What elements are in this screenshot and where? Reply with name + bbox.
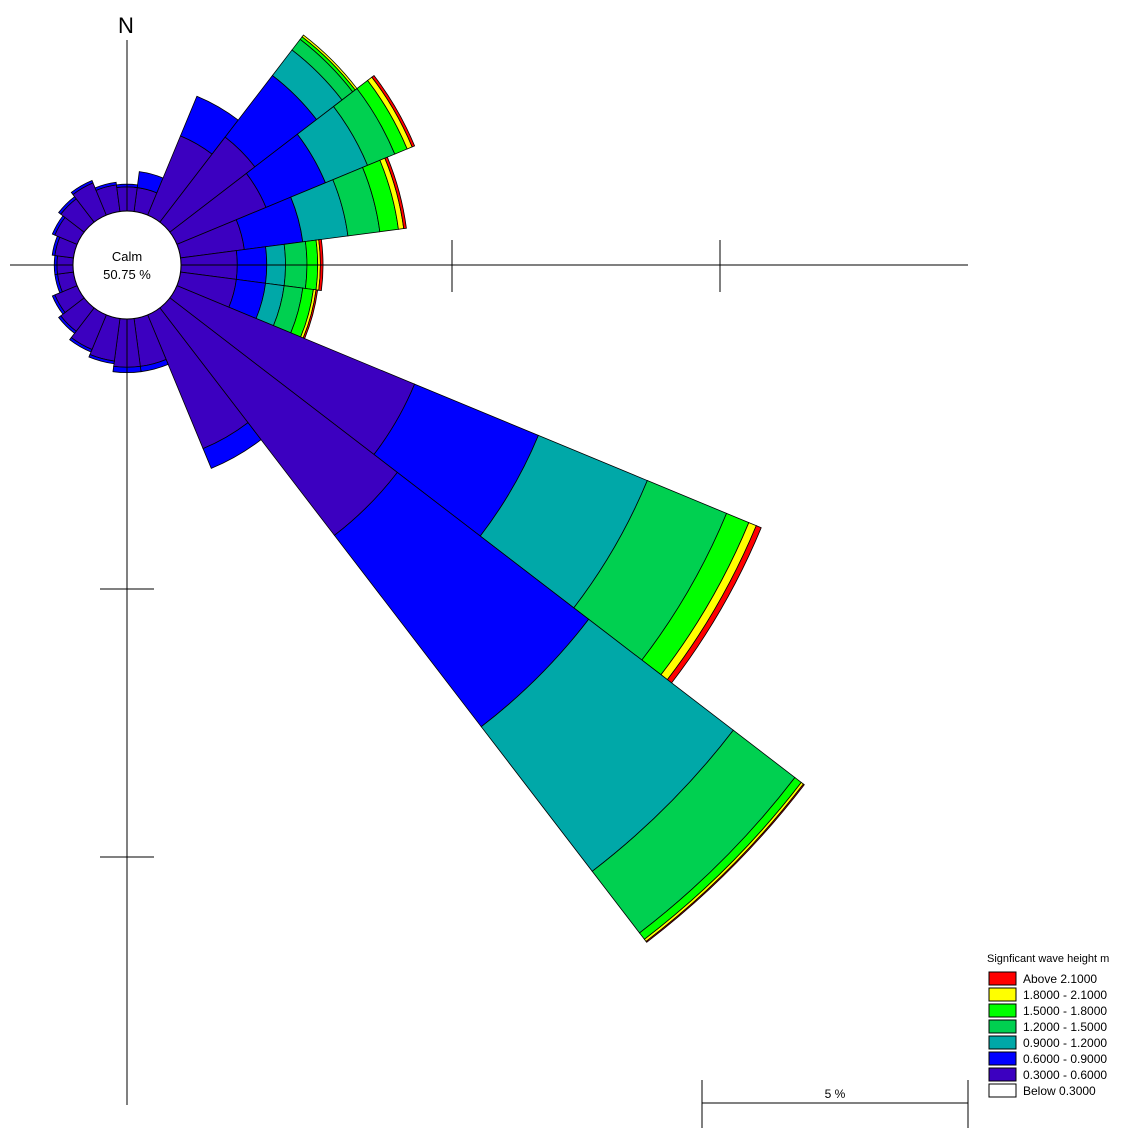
legend-label: 1.2000 - 1.5000: [1023, 1020, 1107, 1034]
legend-label: 1.8000 - 2.1000: [1023, 988, 1107, 1002]
legend-label: 0.6000 - 0.9000: [1023, 1052, 1107, 1066]
legend-swatch: [988, 987, 1017, 1002]
sector-195: [88, 314, 121, 365]
sector-135: [159, 297, 805, 943]
legend-label: 0.3000 - 0.6000: [1023, 1068, 1107, 1082]
sector-210: [69, 307, 107, 353]
calm-circle: [72, 210, 182, 320]
sector-345-bin-1: [94, 181, 117, 191]
legend-label: 0.9000 - 1.2000: [1023, 1036, 1107, 1050]
legend-label: 1.5000 - 1.8000: [1023, 1004, 1107, 1018]
legend-items: Above 2.1000 1.8000 - 2.1000 1.5000 - 1.80…: [988, 971, 1107, 1098]
sector-75-bin-6: [384, 156, 407, 230]
legend-swatch: [988, 1083, 1017, 1098]
calm-label: Calm: [112, 249, 142, 264]
sector-210-bin-1: [69, 337, 93, 353]
sector-225: [58, 297, 95, 334]
sector-150-bin-1: [202, 422, 262, 469]
legend-swatch: [988, 1067, 1017, 1082]
sector-135-bin-6: [645, 783, 805, 943]
scale-bar-label: 5 %: [825, 1087, 846, 1101]
sector-240-bin-1: [51, 294, 66, 315]
sector-60: [169, 74, 416, 245]
legend-label: Below 0.3000: [1023, 1084, 1096, 1098]
legend: Signficant wave height m Above 2.1000 1.8…: [987, 953, 1109, 1098]
sector-30: [147, 95, 239, 223]
sector-225-bin-1: [58, 315, 77, 334]
calm-value: 50.75 %: [103, 267, 151, 282]
legend-swatch: [988, 971, 1017, 986]
sector-105: [176, 271, 319, 340]
legend-swatch: [988, 1035, 1017, 1050]
rose-sectors: [51, 34, 805, 943]
scale-bar: 5 %: [701, 1080, 969, 1128]
legend-swatch: [988, 1019, 1017, 1034]
legend-swatch: [988, 1003, 1017, 1018]
legend-label: Above 2.1000: [1023, 972, 1097, 986]
sector-60-bin-6: [371, 74, 416, 148]
legend-title: Signficant wave height m: [987, 953, 1109, 965]
sector-195-bin-1: [88, 353, 115, 365]
legend-swatch: [988, 1051, 1017, 1066]
sector-120: [169, 285, 762, 684]
north-label: N: [118, 13, 134, 38]
sector-330-bin-1: [70, 179, 94, 196]
